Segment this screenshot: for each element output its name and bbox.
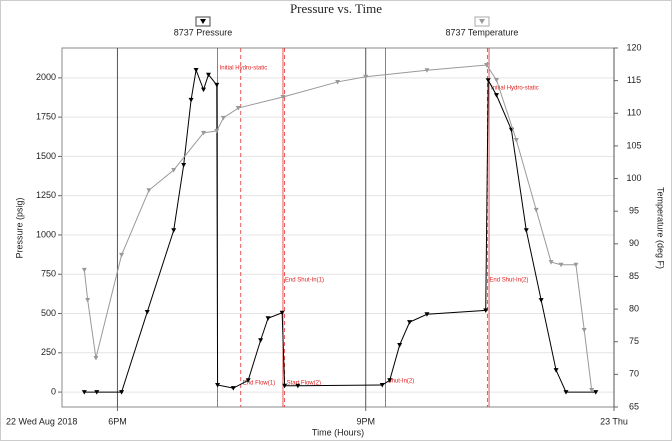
event-label: End Shut-In(2) — [489, 278, 528, 284]
point-marker — [94, 390, 100, 395]
y2-tick-label: 85 — [629, 271, 639, 281]
y-tick-label: 1000 — [36, 229, 56, 239]
point-marker — [533, 207, 539, 213]
point-marker — [523, 228, 529, 233]
y2-axis-title: Temperature (deg F) — [656, 187, 666, 269]
point-marker — [214, 128, 220, 134]
event-label: Initial Hydro-static — [491, 86, 539, 92]
point-marker — [181, 163, 187, 168]
x-axis-title: Time (Hours) — [312, 427, 364, 437]
point-marker — [171, 168, 177, 173]
point-marker — [493, 93, 499, 98]
point-marker — [593, 390, 599, 395]
point-marker — [513, 138, 519, 143]
point-marker — [379, 383, 385, 388]
point-marker — [295, 383, 301, 389]
point-marker — [397, 342, 403, 348]
point-marker — [171, 228, 177, 233]
point-marker — [563, 390, 569, 395]
y-tick-label: 2000 — [36, 72, 56, 82]
point-marker — [589, 388, 595, 393]
point-marker — [119, 252, 125, 258]
plot-area — [61, 47, 615, 408]
y2-tick-label: 70 — [629, 369, 639, 379]
point-marker — [363, 74, 369, 80]
legend-marker — [479, 19, 485, 24]
point-marker — [215, 383, 221, 388]
point-marker — [144, 309, 150, 315]
legend-marker — [200, 19, 206, 24]
point-marker — [485, 78, 491, 83]
y-tick-label: 0 — [51, 386, 56, 396]
y2-tick-label: 75 — [629, 336, 639, 346]
event-label: Shut-In(2) — [388, 379, 415, 385]
legend-label: 8737 Pressure — [174, 27, 233, 37]
point-marker — [214, 82, 220, 88]
point-marker — [146, 188, 152, 193]
point-marker — [245, 378, 251, 383]
y2-tick-label: 80 — [629, 303, 639, 313]
x-tick-label: 6PM — [108, 416, 127, 426]
y2-tick-label: 115 — [627, 75, 641, 85]
point-marker — [258, 338, 264, 343]
point-marker — [484, 62, 490, 68]
y-tick-label: 1750 — [36, 112, 56, 122]
y-tick-label: 750 — [41, 269, 56, 279]
point-marker — [81, 267, 87, 273]
y2-tick-label: 65 — [629, 401, 639, 411]
y2-tick-label: 110 — [627, 108, 641, 118]
point-marker — [81, 390, 87, 395]
legend-label: 8737 Temperature — [446, 27, 519, 37]
point-marker — [387, 378, 393, 383]
y-tick-label: 500 — [41, 308, 56, 318]
point-marker — [119, 390, 125, 395]
point-marker — [581, 327, 587, 333]
y2-tick-label: 100 — [626, 173, 641, 183]
point-marker — [205, 72, 211, 78]
event-label: Start Flow(2) — [287, 381, 321, 387]
event-label: End Flow(1) — [243, 381, 275, 387]
point-marker — [280, 94, 286, 100]
point-marker — [493, 77, 499, 83]
event-label: Initial Hydro-static — [220, 66, 268, 72]
y-tick-label: 1500 — [36, 151, 56, 161]
point-marker — [483, 308, 489, 313]
point-marker — [220, 115, 226, 121]
point-marker — [85, 297, 91, 303]
point-marker — [573, 262, 579, 268]
point-marker — [188, 97, 194, 103]
point-marker — [335, 79, 341, 85]
date-label: 22 Wed Aug 2018 — [6, 416, 77, 426]
y2-tick-label: 120 — [626, 42, 641, 52]
point-marker — [282, 383, 288, 389]
chart-title: Pressure vs. Time — [290, 1, 382, 16]
point-marker — [235, 106, 241, 111]
point-marker — [93, 356, 99, 361]
point-marker — [193, 67, 199, 73]
point-marker — [265, 316, 271, 321]
point-marker — [407, 320, 413, 325]
y2-tick-label: 95 — [629, 206, 639, 216]
point-marker — [279, 310, 285, 316]
y2-tick-label: 90 — [629, 238, 639, 248]
point-marker — [230, 386, 236, 391]
point-marker — [201, 87, 207, 93]
y-tick-label: 1250 — [36, 190, 56, 200]
point-marker — [553, 368, 559, 373]
point-marker — [201, 130, 207, 136]
point-marker — [538, 298, 544, 303]
x-tick-label: 23 Thu — [600, 416, 628, 426]
point-marker — [558, 262, 564, 268]
x-tick-label: 9PM — [356, 416, 375, 426]
point-marker — [424, 312, 430, 317]
y-axis-title: Pressure (psig) — [14, 197, 24, 258]
point-marker — [548, 260, 554, 265]
point-marker — [424, 68, 430, 73]
y-tick-label: 250 — [41, 347, 56, 357]
event-label: End Shut-In(1) — [285, 278, 324, 284]
y2-tick-label: 105 — [626, 140, 641, 150]
